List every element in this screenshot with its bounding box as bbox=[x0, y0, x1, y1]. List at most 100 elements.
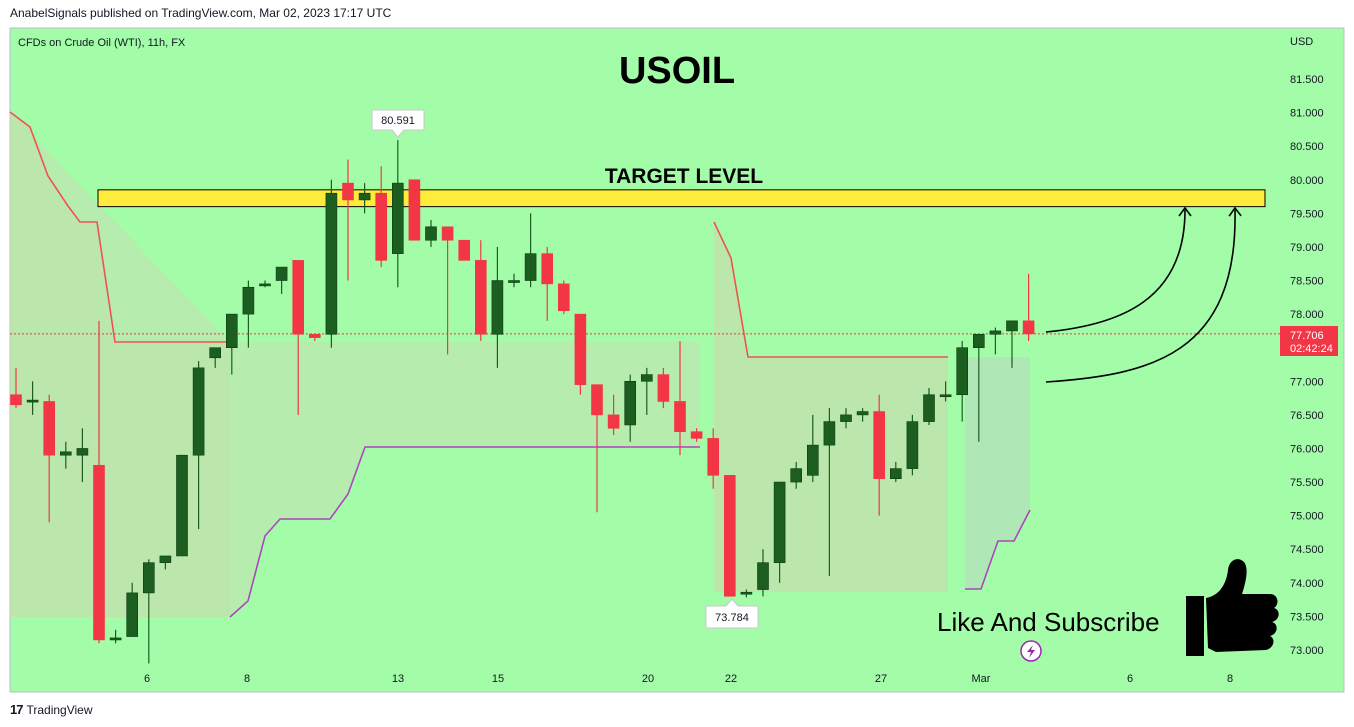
candle-body bbox=[690, 431, 703, 439]
x-tick-label: 20 bbox=[642, 673, 654, 685]
currency-label: USD bbox=[1290, 36, 1313, 48]
candle-body bbox=[806, 444, 819, 476]
candle-body bbox=[491, 280, 504, 335]
target-label: TARGET LEVEL bbox=[605, 165, 763, 188]
publish-line: AnabelSignals published on TradingView.c… bbox=[10, 6, 392, 20]
candle-body bbox=[458, 239, 471, 261]
y-tick-label: 74.500 bbox=[1290, 544, 1324, 556]
tradingview-logo-icon: 17 bbox=[10, 702, 24, 717]
candle-body bbox=[541, 253, 554, 285]
candle-body bbox=[591, 384, 603, 416]
x-tick-label: 13 bbox=[392, 673, 404, 685]
candle-body bbox=[557, 283, 570, 312]
candle-body bbox=[906, 421, 919, 469]
candle-body bbox=[76, 448, 89, 456]
candle-body bbox=[956, 347, 969, 396]
candle-body bbox=[342, 182, 354, 201]
high-label: 80.591 bbox=[381, 115, 415, 127]
footer: 17 TradingView bbox=[10, 702, 93, 717]
candle-body bbox=[657, 374, 670, 402]
cta-text: Like And Subscribe bbox=[937, 607, 1160, 637]
candle-body bbox=[408, 179, 421, 241]
candle-body bbox=[425, 226, 437, 241]
y-tick-label: 77.000 bbox=[1290, 376, 1324, 388]
x-tick-label: 15 bbox=[492, 673, 504, 685]
candle-body bbox=[790, 468, 803, 483]
y-tick-label: 80.500 bbox=[1290, 141, 1324, 153]
candle-body bbox=[292, 260, 305, 335]
candle-body bbox=[192, 367, 205, 456]
y-tick-label: 76.500 bbox=[1290, 410, 1324, 422]
x-tick-label: 8 bbox=[244, 673, 250, 685]
candle-body bbox=[823, 421, 836, 446]
candle-body bbox=[275, 266, 288, 281]
x-tick-label: 22 bbox=[725, 673, 737, 685]
badge-price: 77.706 bbox=[1290, 330, 1324, 342]
footer-brand: TradingView bbox=[26, 702, 93, 717]
upper-band-1 bbox=[9, 111, 230, 343]
y-tick-label: 78.500 bbox=[1290, 276, 1324, 288]
candle-body bbox=[574, 313, 587, 385]
candle-body bbox=[1006, 320, 1018, 332]
candle-body bbox=[226, 313, 238, 349]
y-tick-label: 79.500 bbox=[1290, 208, 1324, 220]
time-axis[interactable]: 6 8 13 15 20 22 27 Mar 6 8 bbox=[144, 673, 1233, 685]
candle-body bbox=[640, 374, 653, 382]
price-axis[interactable]: 81.500 81.000 80.500 80.000 79.500 79.000 78.5… bbox=[1290, 74, 1324, 657]
candle-body bbox=[308, 333, 321, 338]
candle-body bbox=[375, 192, 388, 261]
envelope-zones bbox=[10, 112, 1030, 617]
candle-body bbox=[474, 260, 487, 335]
candle-body bbox=[840, 414, 852, 422]
y-tick-label: 73.500 bbox=[1290, 611, 1324, 623]
candle-body bbox=[889, 468, 902, 480]
lightning-icon[interactable] bbox=[1020, 640, 1042, 662]
candle-body bbox=[757, 562, 769, 590]
candle-body bbox=[10, 394, 22, 406]
projection-arrow-2 bbox=[1045, 206, 1242, 383]
candle-body bbox=[93, 464, 105, 641]
y-tick-label: 75.000 bbox=[1290, 511, 1324, 523]
candle-body bbox=[242, 286, 255, 315]
candle-body bbox=[391, 182, 404, 254]
candle-body bbox=[259, 283, 271, 287]
candle-body bbox=[325, 192, 338, 335]
candle-body bbox=[740, 591, 753, 595]
badge-countdown: 02:42:24 bbox=[1290, 343, 1333, 355]
lower-band-2 bbox=[965, 509, 1031, 590]
candle-body bbox=[209, 347, 221, 359]
x-tick-label: Mar bbox=[972, 673, 991, 685]
high-annotation: 80.591 bbox=[371, 109, 425, 138]
candle-body bbox=[176, 454, 188, 557]
candle-body bbox=[26, 399, 39, 403]
lower-band-1 bbox=[229, 446, 700, 618]
candle-body bbox=[43, 401, 56, 456]
x-tick-label: 6 bbox=[1127, 673, 1133, 685]
candle-body bbox=[923, 394, 935, 422]
instrument-label: CFDs on Crude Oil (WTI), 11h, FX bbox=[18, 37, 186, 49]
headline: USOIL bbox=[619, 50, 735, 92]
candle-body bbox=[856, 411, 869, 416]
x-tick-label: 8 bbox=[1227, 673, 1233, 685]
thumbs-up-icon bbox=[1186, 559, 1279, 656]
x-tick-label: 27 bbox=[875, 673, 887, 685]
candles-group bbox=[10, 140, 1035, 664]
low-label: 73.784 bbox=[715, 612, 749, 624]
target-zone[interactable] bbox=[97, 189, 1266, 208]
y-tick-label: 81.000 bbox=[1290, 108, 1324, 120]
candle-body bbox=[143, 562, 155, 594]
low-annotation: 73.784 bbox=[705, 598, 759, 629]
projection-arrow-1 bbox=[1045, 206, 1192, 333]
y-tick-label: 80.000 bbox=[1290, 175, 1324, 187]
y-tick-label: 75.500 bbox=[1290, 477, 1324, 489]
candle-body bbox=[159, 555, 172, 563]
candle-body bbox=[607, 414, 620, 429]
candle-body bbox=[508, 280, 520, 283]
candle-body bbox=[441, 226, 454, 241]
candle-body bbox=[674, 401, 686, 432]
candle-body bbox=[624, 380, 637, 426]
candle-body bbox=[126, 592, 138, 637]
x-tick-label: 6 bbox=[144, 673, 150, 685]
candle-body bbox=[989, 330, 1002, 335]
